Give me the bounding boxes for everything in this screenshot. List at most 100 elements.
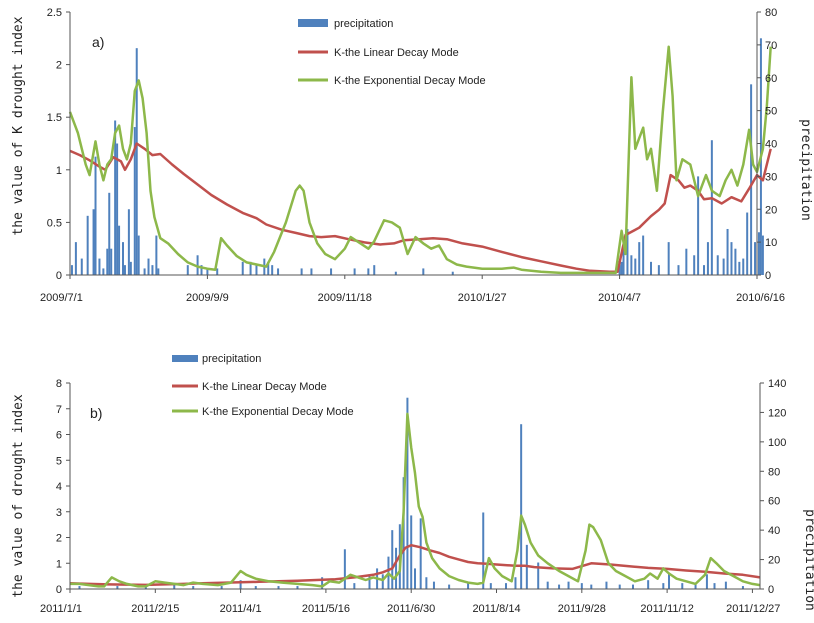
- x-tick-label: 2010/1/27: [458, 292, 507, 304]
- y2-tick-label: 60: [768, 496, 780, 508]
- precipitation-bar: [537, 562, 540, 589]
- precipitation-bar: [391, 530, 394, 589]
- x-tick-label: 2011/9/28: [558, 603, 606, 615]
- legend-label-exponential: K-the Exponential Decay Mode: [334, 75, 486, 87]
- y-tick-label: 2: [56, 533, 62, 545]
- legend-label-precipitation: precipitation: [202, 353, 261, 365]
- precipitation-bar: [414, 568, 416, 589]
- y-tick-label: 1.5: [47, 112, 62, 124]
- precipitation-bar: [86, 215, 89, 275]
- precipitation-bar: [605, 581, 608, 589]
- precipitation-bar: [277, 586, 280, 589]
- precipitation-bar: [722, 258, 725, 275]
- precipitation-bar: [123, 265, 126, 275]
- y2-tick-label: 80: [768, 466, 780, 478]
- legend-label-linear: K-the Linear Decay Mode: [334, 47, 459, 59]
- precipitation-bar: [618, 265, 621, 275]
- precipitation-bar: [419, 518, 422, 589]
- x-tick-label: 2011/2/15: [131, 603, 179, 615]
- precipitation-bar: [186, 265, 189, 275]
- y2-tick-label: 80: [765, 7, 777, 19]
- precipitation-bar: [151, 265, 154, 275]
- precipitation-bar: [406, 397, 409, 589]
- panel-b-precipitation-bars: [78, 397, 744, 589]
- precipitation-bar: [121, 242, 124, 275]
- panel-a-precipitation-bars: [70, 38, 764, 275]
- precipitation-bar: [116, 586, 119, 589]
- precipitation-bar: [642, 235, 645, 275]
- precipitation-bar: [300, 268, 303, 275]
- precipitation-bar: [451, 271, 454, 275]
- panel-a-label: a): [92, 34, 104, 50]
- precipitation-bar: [567, 581, 570, 589]
- x-tick-label: 2011/8/14: [472, 603, 520, 615]
- precipitation-bar: [206, 268, 209, 275]
- legend-label-precipitation: precipitation: [334, 18, 393, 30]
- y-tick-label: 0: [56, 584, 62, 596]
- precipitation-bar: [634, 258, 637, 275]
- precipitation-bar: [685, 248, 688, 275]
- precipitation-bar: [74, 242, 77, 275]
- x-tick-label: 2010/6/16: [736, 292, 785, 304]
- precipitation-bar: [716, 255, 719, 275]
- precipitation-bar: [706, 242, 709, 275]
- precipitation-bar: [353, 583, 356, 589]
- precipitation-bar: [241, 261, 244, 275]
- precipitation-bar: [703, 265, 706, 275]
- precipitation-bar: [395, 547, 398, 589]
- precipitation-bar: [618, 584, 621, 589]
- precipitation-bar: [116, 143, 119, 275]
- panel-a-axes: 0 0.5 1 1.5 2 2.5 0 10 20 30 40 50 60 70 80 2009/7/1 200…: [40, 7, 785, 304]
- panel-b-lines: [69, 412, 761, 588]
- legend-swatch-precipitation: [298, 19, 328, 27]
- y2-tick-label: 10: [765, 237, 777, 249]
- y2-tick-label: 20: [768, 555, 780, 567]
- precipitation-bar: [504, 583, 507, 589]
- linear-decay-line: [69, 543, 761, 587]
- precipitation-bar: [192, 586, 195, 589]
- precipitation-bar: [724, 581, 727, 589]
- precipitation-bar: [135, 48, 138, 275]
- precipitation-bar: [330, 268, 333, 275]
- precipitation-bar: [394, 271, 397, 275]
- precipitation-bar: [662, 583, 665, 589]
- y-tick-label: 8: [56, 378, 62, 390]
- y-tick-label: 7: [56, 404, 62, 416]
- panel-a-lines: [68, 45, 772, 275]
- y-tick-label: 2: [56, 60, 62, 72]
- precipitation-bar: [741, 586, 744, 589]
- precipitation-bar: [630, 255, 633, 275]
- precipitation-bar: [667, 242, 670, 275]
- precipitation-bar: [80, 258, 83, 275]
- precipitation-bar: [726, 228, 729, 275]
- precipitation-bar: [277, 268, 280, 275]
- precipitation-bar: [432, 581, 435, 589]
- precipitation-bar: [590, 584, 593, 589]
- y2-tick-label: 50: [765, 106, 777, 118]
- precipitation-bar: [129, 261, 132, 275]
- legend-swatch-precipitation: [172, 355, 198, 362]
- precipitation-bar: [200, 265, 203, 275]
- precipitation-bar: [353, 268, 356, 275]
- precipitation-bar: [626, 228, 629, 275]
- precipitation-bar: [489, 583, 492, 589]
- panel-a: 0 0.5 1 1.5 2 2.5 0 10 20 30 40 50 60 70 80 2009/7/1 200…: [11, 7, 813, 304]
- precipitation-bar: [373, 265, 376, 275]
- precipitation-bar: [402, 477, 405, 589]
- precipitation-bar: [196, 255, 199, 275]
- panel-a-legend: precipitation K-the Linear Decay Mode K-…: [298, 18, 486, 87]
- precipitation-bar: [754, 242, 757, 275]
- precipitation-bar: [734, 248, 737, 275]
- x-tick-label: 2011/5/16: [302, 603, 350, 615]
- precipitation-bar: [546, 581, 549, 589]
- y-tick-label: 6: [56, 430, 62, 442]
- precipitation-bar: [746, 212, 749, 275]
- precipitation-bar: [657, 265, 660, 275]
- precipitation-bar: [368, 574, 371, 589]
- x-tick-label: 2011/11/12: [640, 603, 693, 615]
- y2-tick-label: 20: [765, 204, 777, 216]
- y2-tick-label: 140: [768, 378, 786, 390]
- precipitation-bar: [173, 584, 176, 589]
- y-tick-label: 0.5: [47, 217, 62, 229]
